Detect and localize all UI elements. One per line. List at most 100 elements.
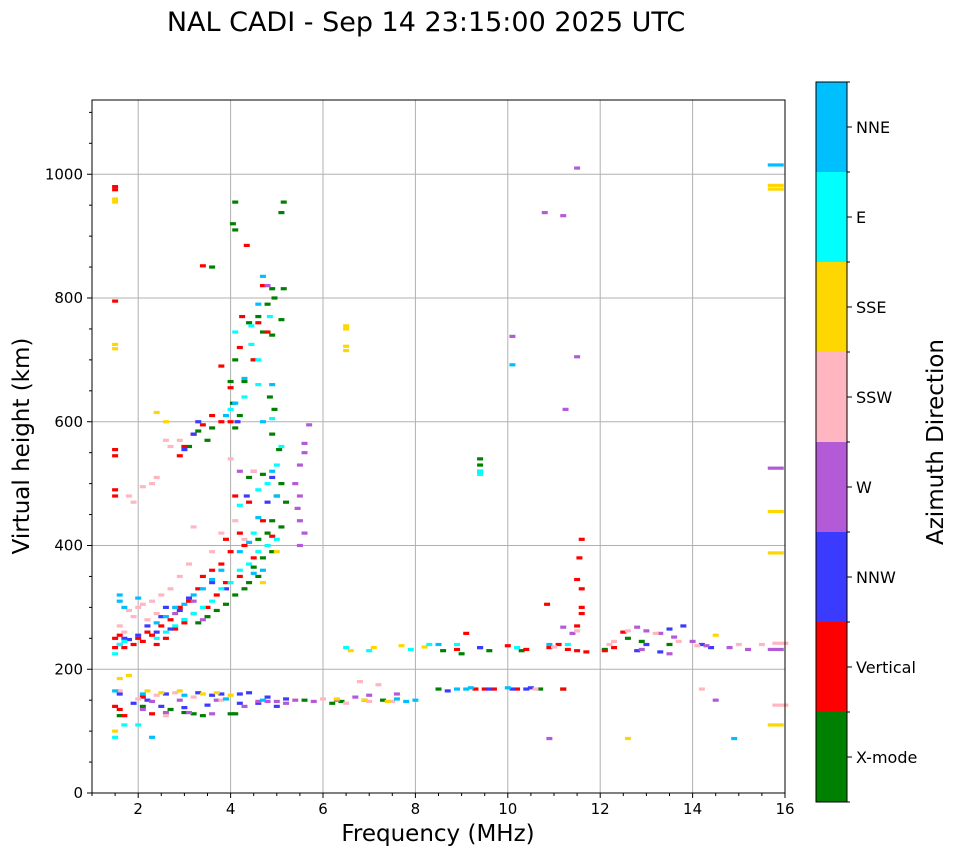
data-point-ssw [125,608,132,613]
data-point-x-mode [232,200,239,204]
data-point-nnw [246,691,253,695]
data-point-x-mode [255,574,262,579]
data-point-nnw [269,475,276,480]
colorbar-swatch-nne [816,82,847,172]
data-point-e [227,407,234,411]
data-point-w [255,699,262,704]
data-point-ssw [149,482,156,486]
data-point-x-mode [264,531,271,535]
data-point-x-mode [250,565,257,569]
data-point-sse [162,420,169,424]
data-point-e [250,531,257,535]
data-point-nnw [158,704,165,708]
data-point-vertical [112,188,119,192]
data-point-nne [116,599,123,603]
data-point-nne [259,274,266,278]
data-point-w [634,625,641,629]
data-point-e [477,469,484,473]
data-point-nnw [162,605,169,609]
data-point-nne [116,593,123,597]
data-point-x-mode [186,444,193,449]
data-point-w [149,699,156,704]
data-point-ssw [167,444,174,449]
data-point-nnw [158,615,165,619]
data-point-sse [125,673,132,678]
data-point-ssw [343,701,350,705]
data-point-nne [731,736,738,741]
data-point-x-mode [278,525,285,529]
data-point-x-mode [246,321,253,325]
data-point-nne [259,698,266,702]
grid-lines [92,100,786,794]
data-point-nne [546,642,553,647]
data-point-nne [190,593,197,597]
data-point-vertical [158,624,165,628]
data-point-nne [767,163,784,167]
data-point-x-mode [229,222,236,226]
data-point-vertical [112,636,119,640]
y-axis-label: Virtual height (km) [9,338,35,555]
data-points [112,163,789,741]
data-point-vertical [116,633,123,637]
data-point-w [172,611,179,616]
colorbar-swatch-nnw [816,532,847,622]
data-point-nne [435,642,442,647]
y-tick-label: 0 [73,784,83,802]
data-point-nne [241,376,248,381]
colorbar-frame [815,81,848,803]
data-point-w [560,625,567,629]
data-point-e [227,581,234,585]
data-point-nnw [236,701,243,705]
data-point-e [248,324,255,328]
data-point-e [343,645,350,650]
data-point-w [726,645,733,650]
data-point-vertical [576,556,583,560]
data-point-ssw [624,629,631,633]
data-point-x-mode [266,395,273,399]
colorbar-category-label: W [856,478,872,497]
data-point-e [218,587,225,591]
data-point-nnw [125,637,132,642]
data-point-sse [112,197,119,201]
data-point-ssw [125,494,132,498]
data-point-nnw [144,624,151,628]
data-point-e [255,358,262,362]
data-point-ssw [190,695,197,699]
data-point-x-mode [280,287,287,291]
data-point-nnw [130,701,137,705]
data-point-sse [767,183,784,187]
data-point-ssw [320,697,326,701]
data-point-x-mode [199,714,206,718]
data-point-nne [269,469,276,473]
data-point-x-mode [236,413,243,418]
data-point-nne [149,735,156,739]
data-point-vertical [490,687,497,691]
data-point-x-mode [181,710,188,715]
data-point-ssw [694,644,701,648]
data-point-sse [112,347,119,351]
data-point-e [255,383,262,387]
data-point-vertical [167,618,174,622]
data-point-sse [767,187,784,191]
data-point-ssw [130,500,137,504]
data-point-vertical [255,321,262,325]
data-point-e [255,488,262,492]
data-point-x-mode [232,358,239,362]
data-point-vertical [139,639,146,644]
data-point-ssw [772,703,789,707]
data-point-x-mode [213,608,220,613]
data-point-ssw [218,698,225,702]
data-point-w [264,699,271,704]
data-point-w [199,618,206,622]
data-point-ssw [176,438,183,442]
data-point-ssw [144,618,151,622]
data-point-nnw [153,630,160,634]
data-point-vertical [544,602,551,606]
colorbar-swatch-vertical [816,622,847,712]
data-point-nne [273,494,280,498]
data-point-w [703,644,710,648]
data-point-nnw [236,692,243,696]
data-point-w [209,712,216,716]
data-point-ssw [735,642,742,647]
